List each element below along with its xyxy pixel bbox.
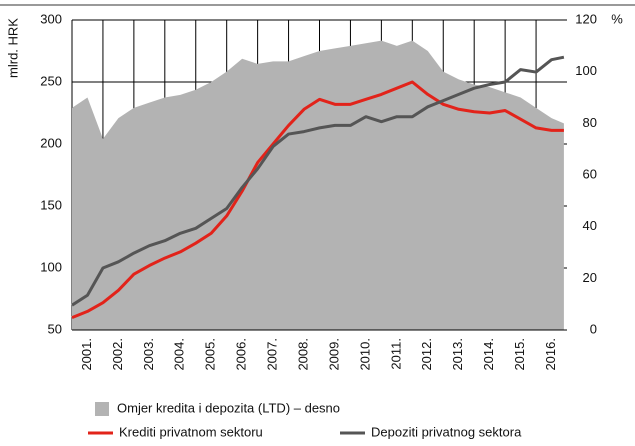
line — [71, 55, 565, 307]
y-tick-label: 50 — [48, 321, 62, 336]
line — [71, 80, 564, 319]
x-tick-label: 2016. — [543, 338, 558, 371]
y2-axis-label: % — [611, 11, 623, 26]
x-tick-label: 2010. — [357, 338, 372, 371]
area — [72, 40, 564, 331]
x-tick-label: 2008. — [295, 338, 310, 371]
x-tick-label: 2012. — [419, 338, 434, 371]
y-axis-label: mlrd. HRK — [5, 18, 20, 78]
y-tick-label: 200 — [40, 135, 62, 150]
x-tick-label: 2003. — [141, 338, 156, 371]
y2-tick-label: 80 — [583, 115, 597, 130]
legend-swatch — [95, 402, 109, 416]
y2-tick-label: 100 — [575, 63, 597, 78]
y2-tick-label: 60 — [583, 166, 597, 181]
x-tick-label: 2006. — [234, 338, 249, 371]
legend-label: Depoziti privatnog sektora — [371, 424, 522, 439]
x-tick-label: 2001. — [79, 338, 94, 371]
y2-tick-label: 20 — [583, 270, 597, 285]
y2-tick-label: 120 — [575, 11, 597, 26]
x-tick-label: 2011. — [388, 338, 403, 370]
y-tick-label: 150 — [40, 197, 62, 212]
legend-label: Krediti privatnom sektoru — [119, 424, 263, 439]
x-tick-label: 2004. — [172, 338, 187, 371]
y2-tick-label: 0 — [590, 321, 597, 336]
x-tick-label: 2009. — [326, 338, 341, 371]
x-tick-label: 2013. — [450, 338, 465, 371]
y-tick-label: 100 — [40, 259, 62, 274]
x-tick-label: 2015. — [512, 338, 527, 371]
x-tick-label: 2007. — [265, 338, 280, 371]
x-tick-label: 2002. — [110, 338, 125, 371]
x-tick-label: 2005. — [203, 338, 218, 371]
y-tick-label: 250 — [40, 73, 62, 88]
x-tick-label: 2014. — [481, 338, 496, 371]
y-tick-label: 300 — [40, 11, 62, 26]
legend-label: Omjer kredita i depozita (LTD) – desno — [117, 400, 340, 415]
y2-tick-label: 40 — [583, 218, 597, 233]
